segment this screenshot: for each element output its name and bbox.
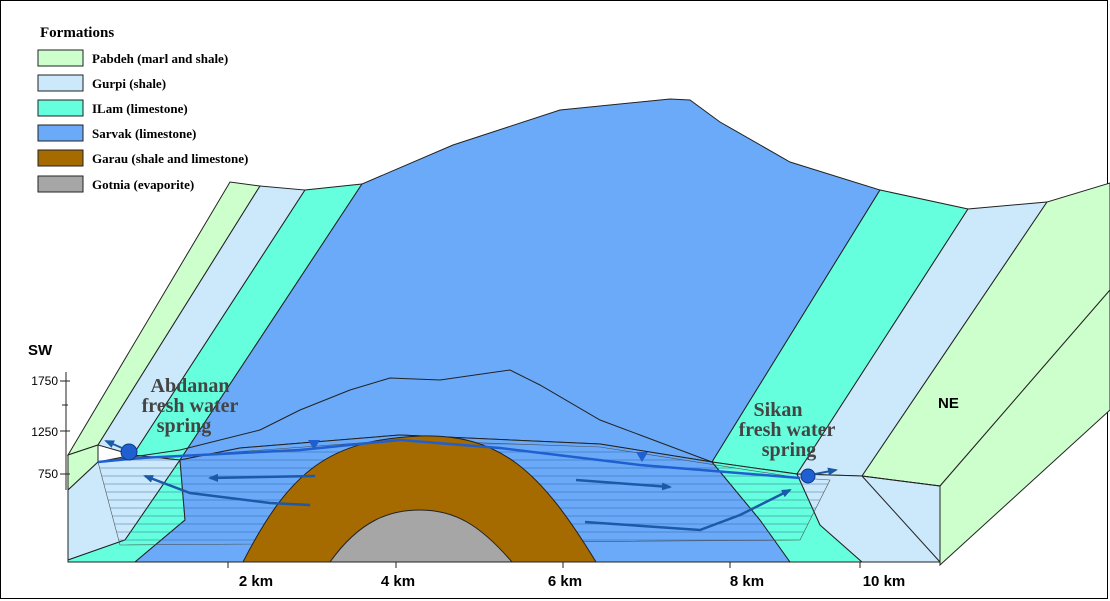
legend-label-ilam: ILam (limestone) [92, 101, 188, 116]
legend-title: Formations [40, 25, 114, 41]
flow-arrow-left-straight [208, 473, 316, 482]
legend-label-gotnia: Gotnia (evaporite) [92, 177, 194, 192]
legend-swatch-garau [37, 149, 84, 167]
legend: Formations Pabdeh (marl and shale) Gurpi… [37, 25, 248, 193]
flow-arrow-left-curve [143, 474, 311, 507]
elevation-label-1750: 1750 [31, 374, 58, 388]
legend-swatch-sarvak [37, 124, 84, 142]
spring-right-label-3: spring [762, 439, 816, 461]
distance-label-10km: 10 km [863, 573, 906, 590]
water-table-marker-left [308, 440, 320, 450]
legend-swatch-gurpi [37, 74, 84, 92]
legend-label-gurpi: Gurpi (shale) [92, 76, 166, 91]
distance-label-2km: 2 km [239, 573, 273, 590]
elevation-label-750: 750 [38, 467, 58, 481]
flow-arrow-right-straight [575, 478, 672, 491]
flow-arrow-right-curve [584, 488, 792, 532]
legend-label-sarvak: Sarvak (limestone) [92, 126, 196, 141]
distance-label-8km: 8 km [730, 573, 764, 590]
spring-left-label-3: spring [157, 415, 211, 437]
spring-left-label-1: Abdanan [151, 375, 230, 397]
distance-label-6km: 6 km [548, 573, 582, 590]
elevation-label-1250: 1250 [31, 425, 58, 439]
direction-sw: SW [28, 342, 53, 359]
spring-right-outflow [814, 467, 838, 476]
distance-label-4km: 4 km [381, 573, 415, 590]
spring-left-label-2: fresh water [142, 395, 239, 417]
legend-label-pabdeh: Pabdeh (marl and shale) [92, 51, 228, 66]
water-table [97, 438, 801, 480]
legend-swatch-pabdeh [37, 49, 84, 67]
legend-swatch-ilam [37, 99, 84, 117]
legend-label-garau: Garau (shale and limestone) [92, 151, 248, 166]
spring-right-dot [800, 468, 816, 484]
spring-left-dot [120, 443, 138, 461]
gotnia-core [329, 509, 514, 563]
terrain-profile [97, 369, 713, 463]
water-table-marker-right [636, 452, 648, 462]
spring-right-label-1: Sikan [754, 399, 803, 421]
direction-ne: NE [938, 395, 959, 412]
legend-swatch-gotnia [37, 175, 84, 193]
spring-left-outflow [104, 440, 123, 449]
spring-right-label-2: fresh water [739, 419, 836, 441]
garau-core [242, 435, 597, 563]
